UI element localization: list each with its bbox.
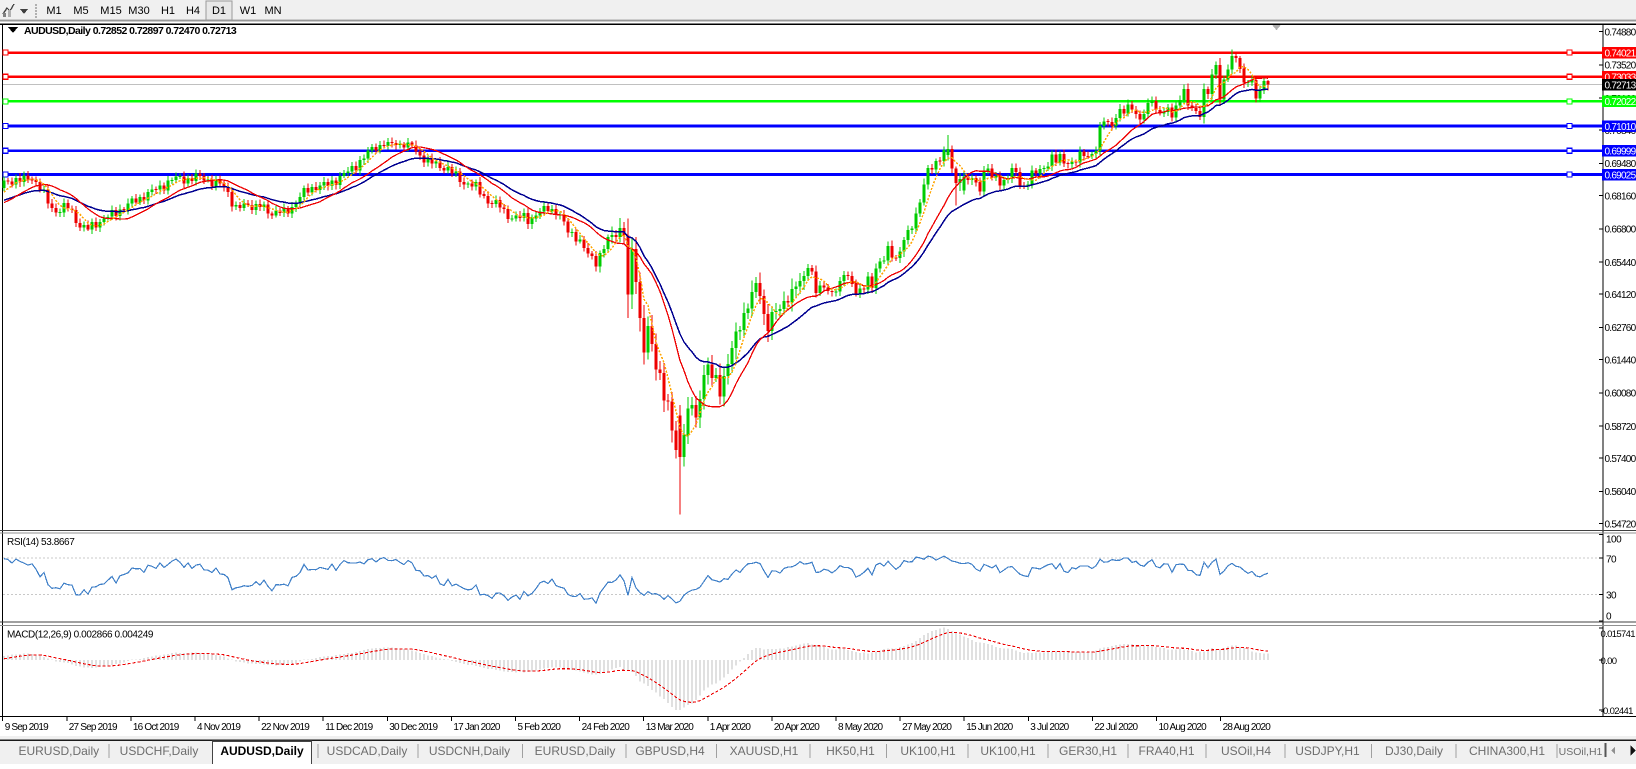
- svg-text:HK50,H1: HK50,H1: [826, 744, 875, 758]
- svg-text:MN: MN: [264, 5, 281, 17]
- svg-text:UK100,H1: UK100,H1: [900, 744, 956, 758]
- svg-text:70: 70: [1606, 554, 1617, 565]
- svg-text:5 Feb 2020: 5 Feb 2020: [518, 722, 562, 733]
- svg-text:USOil,H1: USOil,H1: [1559, 746, 1603, 758]
- svg-text:USDCNH,Daily: USDCNH,Daily: [429, 744, 510, 758]
- svg-text:USDCHF,Daily: USDCHF,Daily: [120, 744, 199, 758]
- svg-text:4 Nov 2019: 4 Nov 2019: [197, 722, 241, 733]
- svg-text:20 Apr 2020: 20 Apr 2020: [774, 722, 820, 733]
- svg-text:DJ30,Daily: DJ30,Daily: [1385, 744, 1443, 758]
- svg-text:CHINA300,H1: CHINA300,H1: [1469, 744, 1545, 758]
- svg-text:M15: M15: [100, 5, 121, 17]
- svg-text:0.60080: 0.60080: [1605, 389, 1636, 400]
- svg-text:USDCAD,Daily: USDCAD,Daily: [327, 744, 408, 758]
- svg-text:0.00: 0.00: [1601, 656, 1617, 667]
- svg-text:11 Dec 2019: 11 Dec 2019: [325, 722, 373, 733]
- svg-text:0.73520: 0.73520: [1605, 61, 1636, 72]
- svg-text:0.57400: 0.57400: [1605, 454, 1636, 465]
- svg-text:0.62760: 0.62760: [1605, 323, 1636, 334]
- svg-text:3 Jul 2020: 3 Jul 2020: [1030, 722, 1069, 733]
- svg-text:USOil,H4: USOil,H4: [1221, 744, 1271, 758]
- svg-text:22 Jul 2020: 22 Jul 2020: [1094, 722, 1138, 733]
- svg-text:0.72022: 0.72022: [1605, 97, 1636, 108]
- svg-text:D1: D1: [212, 5, 226, 17]
- svg-text:0.65440: 0.65440: [1605, 258, 1636, 269]
- svg-text:USDJPY,H1: USDJPY,H1: [1295, 744, 1360, 758]
- svg-text:FRA40,H1: FRA40,H1: [1138, 744, 1194, 758]
- svg-text:EURUSD,Daily: EURUSD,Daily: [18, 744, 99, 758]
- svg-text:0.74880: 0.74880: [1605, 28, 1636, 39]
- svg-text:0.58720: 0.58720: [1605, 422, 1636, 433]
- svg-text:27 Sep 2019: 27 Sep 2019: [69, 722, 118, 733]
- svg-text:28 Aug 2020: 28 Aug 2020: [1223, 722, 1272, 733]
- svg-text:0.69480: 0.69480: [1605, 159, 1636, 170]
- svg-text:0.64120: 0.64120: [1605, 290, 1636, 301]
- svg-text:0.015741: 0.015741: [1601, 629, 1636, 640]
- svg-text:1 Apr 2020: 1 Apr 2020: [710, 722, 752, 733]
- svg-text:13 Mar 2020: 13 Mar 2020: [646, 722, 695, 733]
- svg-text:0.61440: 0.61440: [1605, 355, 1636, 366]
- svg-text:-0.02441: -0.02441: [1601, 706, 1634, 717]
- svg-text:H1: H1: [161, 5, 175, 17]
- svg-text:27 May 2020: 27 May 2020: [902, 722, 952, 733]
- svg-text:0.56040: 0.56040: [1605, 487, 1636, 498]
- svg-text:M30: M30: [128, 5, 149, 17]
- svg-text:17 Jan 2020: 17 Jan 2020: [453, 722, 500, 733]
- svg-text:100: 100: [1606, 534, 1622, 545]
- svg-text:GBPUSD,H4: GBPUSD,H4: [635, 744, 705, 758]
- svg-text:EURUSD,Daily: EURUSD,Daily: [535, 744, 616, 758]
- svg-text:0.66800: 0.66800: [1605, 225, 1636, 236]
- svg-text:RSI(14) 53.8667: RSI(14) 53.8667: [7, 537, 75, 548]
- svg-text:0.54720: 0.54720: [1605, 519, 1636, 530]
- svg-text:15 Jun 2020: 15 Jun 2020: [966, 722, 1013, 733]
- svg-text:24 Feb 2020: 24 Feb 2020: [582, 722, 631, 733]
- svg-text:AUDUSD,Daily: AUDUSD,Daily: [220, 744, 304, 758]
- svg-text:8 May 2020: 8 May 2020: [838, 722, 883, 733]
- svg-text:30 Dec 2019: 30 Dec 2019: [389, 722, 438, 733]
- svg-text:30: 30: [1606, 590, 1617, 601]
- svg-text:MACD(12,26,9) 0.002866 0.00424: MACD(12,26,9) 0.002866 0.004249: [7, 630, 154, 641]
- svg-text:0.69999: 0.69999: [1605, 147, 1636, 158]
- svg-text:GER30,H1: GER30,H1: [1059, 744, 1117, 758]
- svg-text:AUDUSD,Daily 0.72852 0.72897: AUDUSD,Daily 0.72852 0.72897 0.72470 0.7…: [24, 25, 237, 37]
- svg-text:0.69025: 0.69025: [1605, 170, 1636, 181]
- svg-text:UK100,H1: UK100,H1: [980, 744, 1036, 758]
- svg-text:0.72713: 0.72713: [1605, 80, 1636, 91]
- svg-text:10 Aug 2020: 10 Aug 2020: [1159, 722, 1208, 733]
- svg-text:0.68160: 0.68160: [1605, 191, 1636, 202]
- svg-text:M1: M1: [46, 5, 61, 17]
- svg-text:22 Nov 2019: 22 Nov 2019: [261, 722, 310, 733]
- svg-text:0.71010: 0.71010: [1605, 122, 1636, 133]
- svg-text:9 Sep 2019: 9 Sep 2019: [5, 722, 49, 733]
- svg-text:H4: H4: [186, 5, 200, 17]
- svg-text:XAUUSD,H1: XAUUSD,H1: [730, 744, 799, 758]
- svg-text:M5: M5: [73, 5, 88, 17]
- svg-text:0.74021: 0.74021: [1605, 48, 1636, 59]
- svg-text:W1: W1: [240, 5, 257, 17]
- svg-text:16 Oct 2019: 16 Oct 2019: [133, 722, 180, 733]
